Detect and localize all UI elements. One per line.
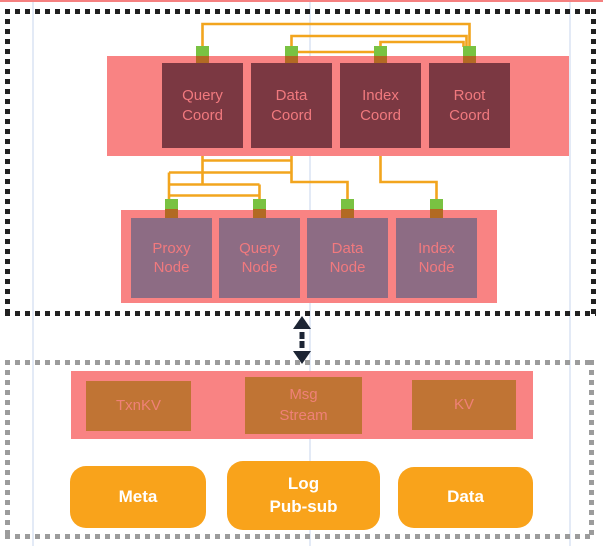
box-kv: KV [412,380,516,430]
box-query-node-label: Query Node [239,239,280,277]
connector-query-coord [196,46,209,65]
bidirectional-arrow-icon [290,314,314,371]
box-query-coord: Query Coord [162,63,243,148]
box-index-node: Index Node [396,218,477,298]
box-data-coord-label: Data Coord [271,87,312,124]
box-data-node: Data Node [307,218,388,298]
top-group-border-top [5,9,596,14]
box-log-pubsub: Log Pub-sub [227,461,380,530]
box-data-coord: Data Coord [251,63,332,148]
box-msg-stream-label: Msg Stream [279,386,328,424]
box-index-coord-label: Index Coord [360,87,401,124]
box-proxy-node-label: Proxy Node [152,239,191,277]
top-group-border-left [5,9,10,316]
box-query-coord-label: Query Coord [182,87,223,124]
box-log-pubsub-label: Log Pub-sub [269,474,338,516]
connector-index-coord [374,46,387,65]
connector-index-node [430,199,443,218]
box-txnkv-label: TxnKV [115,396,161,414]
box-msg-stream: Msg Stream [245,377,362,434]
connector-query-node [253,199,266,218]
bottom-group-border-left [5,360,10,539]
top-group-border-bottom [5,311,596,316]
box-query-node: Query Node [219,218,300,298]
box-index-node-label: Index Node [418,239,455,277]
connector-root-coord [463,46,476,65]
box-data-node-label: Data Node [329,239,366,277]
box-txnkv: TxnKV [86,381,191,431]
box-index-coord: Index Coord [340,63,421,148]
guide-line-right [569,0,571,546]
connector-data-coord [285,46,298,65]
top-red-line [0,0,603,2]
connector-data-node [341,199,354,218]
top-group-border-right [591,9,596,316]
box-meta: Meta [70,466,206,528]
box-data-storage-label: Data [447,487,484,507]
guide-line-left [32,0,34,546]
box-data-storage: Data [398,467,533,528]
bottom-group-border-bottom [5,534,594,539]
box-meta-label: Meta [118,486,158,506]
box-proxy-node: Proxy Node [131,218,212,298]
box-root-coord-label: Root Coord [449,87,490,124]
box-kv-label: KV [453,395,474,413]
connector-proxy-node [165,199,178,218]
bottom-group-border-right [589,360,594,539]
box-root-coord: Root Coord [429,63,510,148]
bottom-group-border-top [5,360,594,365]
